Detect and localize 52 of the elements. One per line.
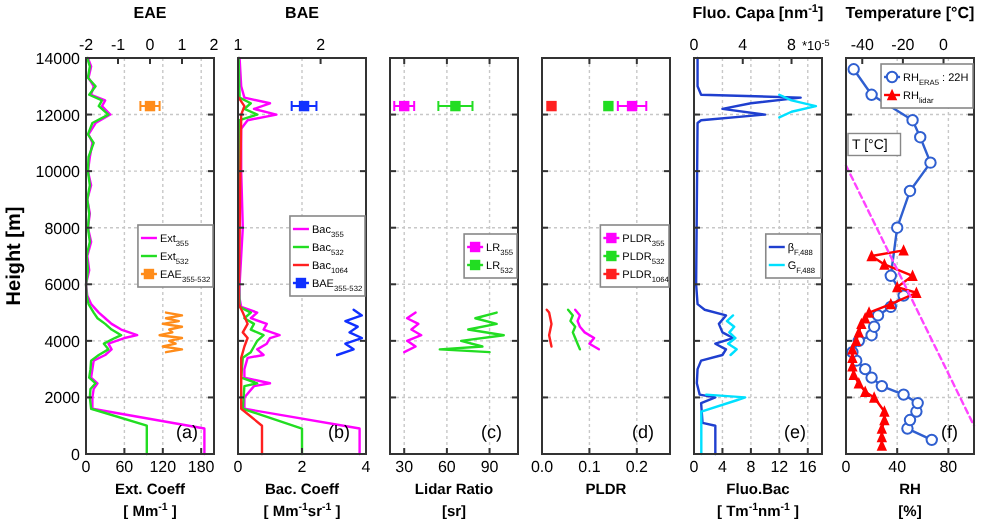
x2-tick-label: 4 (738, 36, 749, 54)
y-tick-label: 8000 (44, 219, 82, 238)
x2-axis-title: Fluo. Capa [nm$^{-1}$] (692, 4, 825, 22)
x-tick-label: 16 (798, 458, 818, 476)
x-tick-label: 12 (770, 458, 790, 476)
annotation: (d) (632, 422, 654, 442)
x2-axis-title: Temperature [°C] (845, 4, 976, 22)
x-tick-label: 4 (361, 458, 372, 476)
x-tick-label: 8 (746, 458, 757, 476)
y-tick-label: 0 (71, 446, 82, 464)
annotation: (c) (481, 422, 502, 442)
x2-tick-label: 0 (145, 36, 156, 54)
x2-axis-title: BAE (285, 4, 321, 22)
x2-tick-label: -40 (850, 36, 875, 54)
x2-tick-label: -2 (78, 36, 95, 54)
x-tick-label: 120 (149, 458, 178, 476)
x-tick-label: 60 (437, 458, 457, 476)
x-tick-label: 80 (939, 458, 959, 476)
x2-tick-label: 2 (209, 36, 220, 54)
x-tick-label: 0.1 (578, 458, 602, 476)
x-tick-label: 0 (841, 458, 852, 476)
x2-tick-label: 2 (316, 36, 327, 54)
x2-tick-label: 1 (177, 36, 188, 54)
annotation: (e) (784, 422, 806, 442)
y-tick-label: 14000 (35, 50, 82, 68)
y-tick-label: 10000 (35, 163, 82, 182)
x2-tick-label: 1 (233, 36, 244, 54)
x-tick-label: 180 (187, 458, 216, 476)
x-tick-label: 30 (395, 458, 415, 476)
x-tick-label: 0.0 (530, 458, 555, 476)
y-tick-label: 4000 (44, 332, 82, 351)
x2-tick-label: 8 (787, 36, 798, 54)
x-tick-label: 0 (233, 458, 244, 476)
x-tick-label: 60 (115, 458, 135, 476)
y-tick-label: 2000 (44, 389, 82, 408)
x-tick-label: 0.2 (625, 458, 650, 476)
y-tick-label: 12000 (35, 106, 82, 125)
x-tick-label: 90 (480, 458, 500, 476)
y-tick-label: 6000 (44, 276, 82, 295)
x-tick-label: 4 (717, 458, 728, 476)
x-tick-label: 0 (689, 458, 700, 476)
annotation: (a) (176, 422, 198, 442)
x2-axis-title: EAE (133, 4, 168, 22)
x2-tick-label: 0 (939, 36, 950, 54)
x2-tick-label: -20 (891, 36, 916, 54)
x2-tick-label: 0 (689, 36, 700, 54)
y-axis-title: Height [m] (4, 206, 26, 306)
annotation: (f) (941, 422, 958, 442)
x-tick-label: 40 (888, 458, 908, 476)
x2-tick-label: -1 (110, 36, 127, 54)
x-tick-label: 2 (297, 458, 308, 476)
annotation: (b) (328, 422, 350, 442)
